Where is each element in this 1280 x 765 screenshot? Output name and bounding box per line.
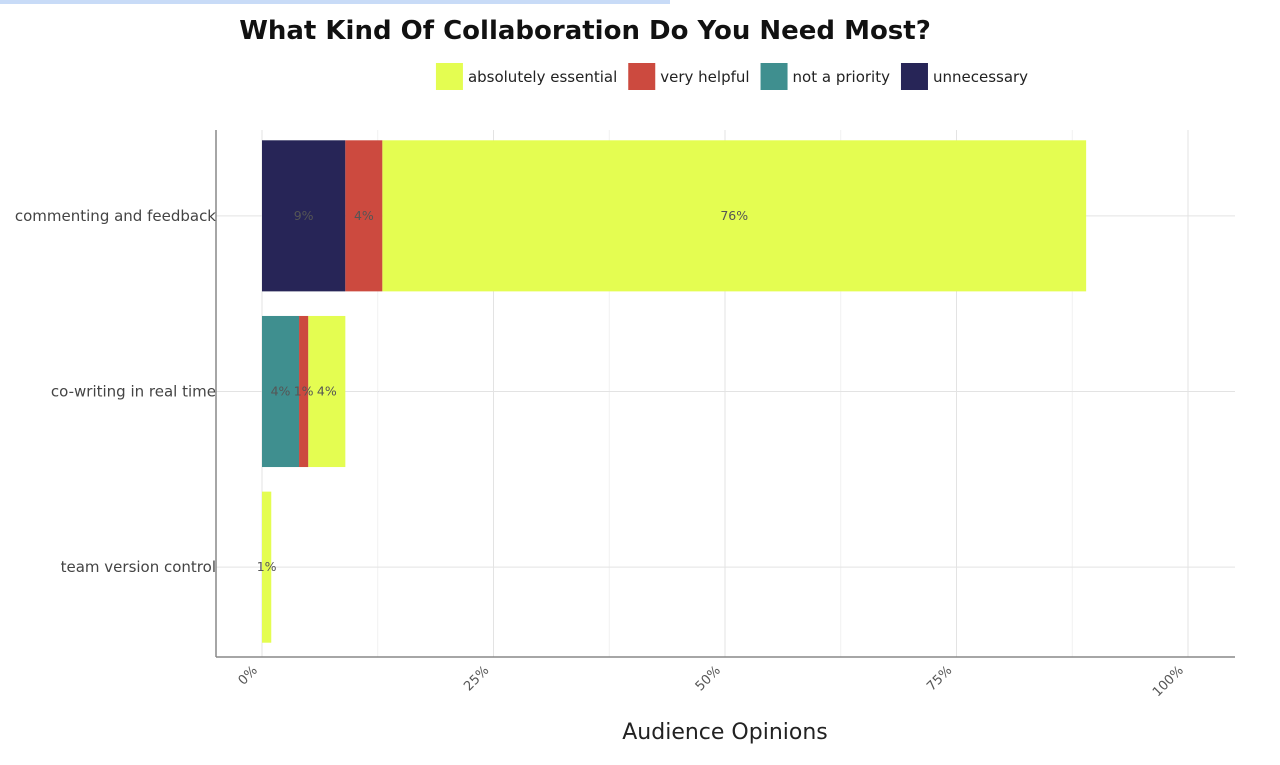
data-label-co-writing-in-real-time-absolutely-essential: 4% (317, 384, 337, 399)
x-tick-label: 100% (1150, 663, 1187, 700)
legend-swatch-very-helpful (628, 63, 656, 90)
bar-commenting-and-feedback-very-helpful (345, 140, 383, 292)
category-label-commenting-and-feedback: commenting and feedback (15, 207, 216, 225)
chart-title: What Kind Of Collaboration Do You Need M… (239, 16, 931, 46)
legend-item-absolutely-essential: absolutely essential (435, 63, 617, 90)
data-label-commenting-and-feedback-unnecessary: 9% (294, 208, 314, 223)
x-tick-label: 0% (236, 663, 261, 688)
legend-label-very-helpful: very helpful (660, 68, 749, 86)
x-tick-label: 75% (924, 663, 955, 694)
data-label-co-writing-in-real-time-very-helpful: 1% (294, 384, 314, 399)
category-labels: commenting and feedback co-writing in rea… (15, 207, 216, 576)
top-strip (0, 0, 670, 4)
category-label-team-version-control: team version control (61, 558, 216, 576)
data-labels: 9% 4% 76%4% 1% 4%1% (257, 208, 749, 574)
data-label-commenting-and-feedback-absolutely-essential: 76% (720, 208, 748, 223)
x-tick-label: 50% (693, 663, 724, 694)
legend: absolutely essential very helpful not a pr… (435, 63, 1028, 90)
legend-item-very-helpful: very helpful (628, 63, 750, 90)
data-label-co-writing-in-real-time-not-a-priority: 4% (271, 384, 291, 399)
legend-swatch-not-a-priority (760, 63, 788, 90)
axes (215, 130, 1235, 658)
legend-swatch-absolutely-essential (435, 63, 463, 90)
legend-item-unnecessary: unnecessary (900, 63, 1028, 90)
bar-co-writing-in-real-time-not-a-priority (262, 315, 300, 468)
bar-co-writing-in-real-time-absolutely-essential (308, 315, 346, 468)
bar-commenting-and-feedback-unnecessary (262, 140, 346, 292)
bar-co-writing-in-real-time-very-helpful (299, 315, 309, 468)
legend-label-absolutely-essential: absolutely essential (468, 68, 617, 86)
data-label-team-version-control-absolutely-essential: 1% (257, 559, 277, 574)
bar-team-version-control-absolutely-essential (262, 491, 272, 643)
legend-swatch-unnecessary (900, 63, 928, 90)
bars (262, 140, 1087, 643)
legend-label-unnecessary: unnecessary (933, 68, 1028, 86)
x-tick-labels: 0% 25% 50% 75% 100% (236, 663, 1187, 700)
x-tick-label: 25% (461, 663, 492, 694)
legend-item-not-a-priority: not a priority (760, 63, 891, 90)
legend-label-not-a-priority: not a priority (793, 68, 891, 86)
bar-commenting-and-feedback-absolutely-essential (382, 140, 1087, 292)
category-label-co-writing-in-real-time: co-writing in real time (51, 383, 216, 401)
x-axis-label: Audience Opinions (622, 720, 828, 745)
data-label-commenting-and-feedback-very-helpful: 4% (354, 208, 374, 223)
